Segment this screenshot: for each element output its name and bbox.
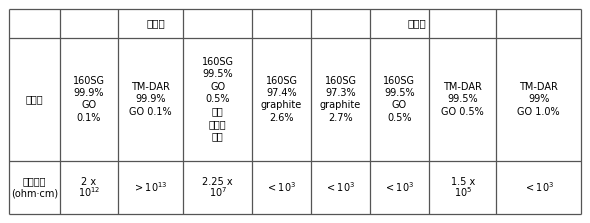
Text: 160SG
99.5%
GO
0.5%
나노
분산기
사용: 160SG 99.5% GO 0.5% 나노 분산기 사용 [202,57,234,141]
Text: $<10^{3}$: $<10^{3}$ [524,180,554,194]
Text: 저저항: 저저항 [407,18,426,28]
Text: 1.5 x: 1.5 x [451,177,475,187]
Text: 160SG
97.3%
graphite
2.7%: 160SG 97.3% graphite 2.7% [320,76,361,123]
Text: 전기저항
(ohm·cm): 전기저항 (ohm·cm) [11,176,58,199]
Text: 160SG
97.4%
graphite
2.6%: 160SG 97.4% graphite 2.6% [261,76,302,123]
Text: 160SG
99.9%
GO
0.1%: 160SG 99.9% GO 0.1% [73,76,105,123]
Text: $<10^{3}$: $<10^{3}$ [325,180,356,194]
Text: $<10^{3}$: $<10^{3}$ [384,180,415,194]
Text: 2.25 x: 2.25 x [202,177,233,187]
Text: TM-DAR
99%
GO 1.0%: TM-DAR 99% GO 1.0% [517,82,560,117]
Text: 160SG
99.5%
GO
0.5%: 160SG 99.5% GO 0.5% [384,76,415,123]
Text: 2 x: 2 x [81,177,97,187]
Text: $10^{5}$: $10^{5}$ [454,186,472,199]
Text: 중저항: 중저항 [147,18,166,28]
Text: 시편명: 시편명 [26,94,44,104]
Text: $10^{12}$: $10^{12}$ [78,186,100,199]
Text: TM-DAR
99.5%
GO 0.5%: TM-DAR 99.5% GO 0.5% [441,82,484,117]
Text: TM-DAR
99.9%
GO 0.1%: TM-DAR 99.9% GO 0.1% [129,82,172,117]
Text: $>10^{13}$: $>10^{13}$ [133,180,168,194]
Text: $10^{7}$: $10^{7}$ [209,186,227,199]
Text: $<10^{3}$: $<10^{3}$ [267,180,297,194]
